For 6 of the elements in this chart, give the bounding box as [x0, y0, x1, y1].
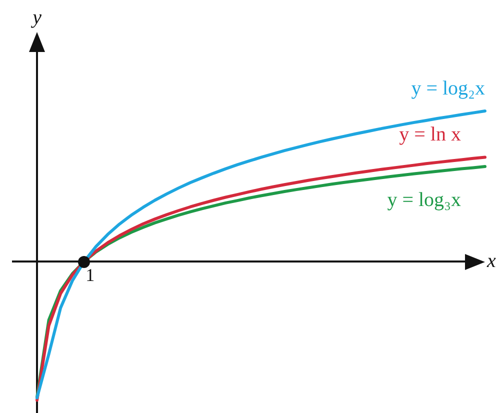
series-label: y = log₃x	[387, 188, 461, 211]
series-label: y = log₂x	[411, 77, 485, 100]
series-label: y = ln x	[399, 123, 461, 146]
annotation: 1	[86, 265, 95, 286]
y-axis-title: y	[30, 6, 42, 28]
x-axis-title: x	[486, 250, 496, 272]
